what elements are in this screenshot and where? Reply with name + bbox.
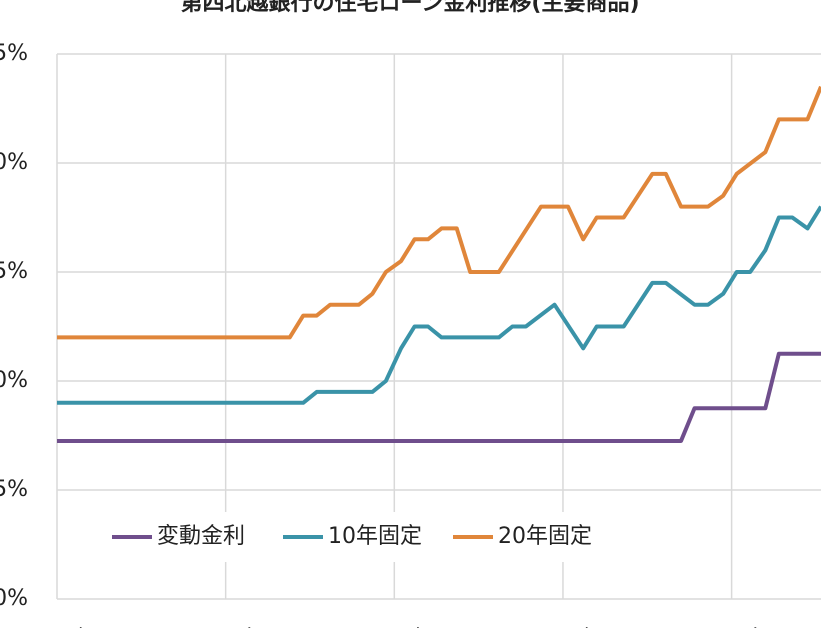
series-line <box>57 351 821 443</box>
y-tick-label: 2.5% <box>0 41 28 66</box>
y-tick-label: 0.0% <box>0 586 28 611</box>
y-tick-label: 1.0% <box>0 368 28 393</box>
y-tick-label: 2.0% <box>0 150 28 175</box>
series-line <box>57 205 821 405</box>
legend-background <box>100 512 620 562</box>
chart-title: 第四北越銀行の住宅ローン金利推移(主要商品) <box>180 0 639 16</box>
y-tick-label: 1.5% <box>0 259 28 284</box>
legend: 変動金利 10年固定 20年固定 <box>100 512 620 562</box>
legend-label: 20年固定 <box>498 524 592 549</box>
legend-label: 変動金利 <box>157 524 245 549</box>
legend-label: 10年固定 <box>328 524 422 549</box>
series-line <box>57 85 821 340</box>
y-tick-label: 0.5% <box>0 477 28 502</box>
